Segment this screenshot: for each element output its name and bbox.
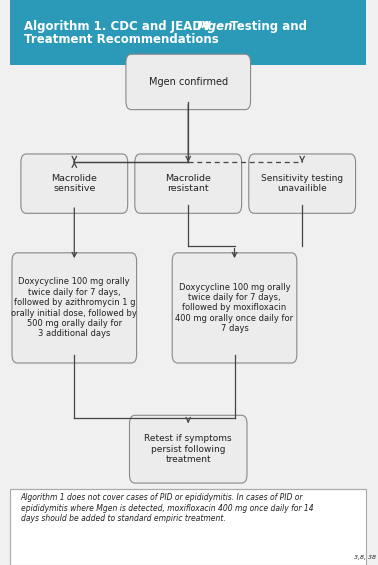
- FancyBboxPatch shape: [126, 54, 251, 110]
- Text: Retest if symptoms
persist following
treatment: Retest if symptoms persist following tre…: [144, 434, 232, 464]
- FancyBboxPatch shape: [130, 415, 247, 483]
- FancyBboxPatch shape: [10, 489, 366, 565]
- Text: Mgen: Mgen: [197, 20, 234, 33]
- Text: Algorithm 1 does not cover cases of PID or epididymitis. In cases of PID or
epid: Algorithm 1 does not cover cases of PID …: [21, 493, 313, 523]
- Text: 3,8, 38: 3,8, 38: [354, 555, 376, 560]
- FancyBboxPatch shape: [249, 154, 356, 213]
- Text: Macrolide
sensitive: Macrolide sensitive: [51, 174, 97, 193]
- Text: Algorithm 1. CDC and JEADV: Algorithm 1. CDC and JEADV: [25, 20, 216, 33]
- Text: Treatment Recommendations: Treatment Recommendations: [25, 33, 219, 46]
- Text: Sensitivity testing
unavailible: Sensitivity testing unavailible: [261, 174, 343, 193]
- FancyBboxPatch shape: [172, 253, 297, 363]
- Text: Macrolide
resistant: Macrolide resistant: [165, 174, 211, 193]
- FancyBboxPatch shape: [21, 154, 128, 213]
- FancyBboxPatch shape: [135, 154, 242, 213]
- FancyBboxPatch shape: [12, 253, 136, 363]
- FancyBboxPatch shape: [10, 0, 366, 65]
- Text: Testing and: Testing and: [226, 20, 307, 33]
- Text: Mgen confirmed: Mgen confirmed: [149, 77, 228, 87]
- Text: Doxycycline 100 mg orally
twice daily for 7 days,
followed by moxifloxacin
400 m: Doxycycline 100 mg orally twice daily fo…: [175, 282, 294, 333]
- Text: Doxycycline 100 mg orally
twice daily for 7 days,
followed by azithromycin 1 g
o: Doxycycline 100 mg orally twice daily fo…: [11, 277, 137, 338]
